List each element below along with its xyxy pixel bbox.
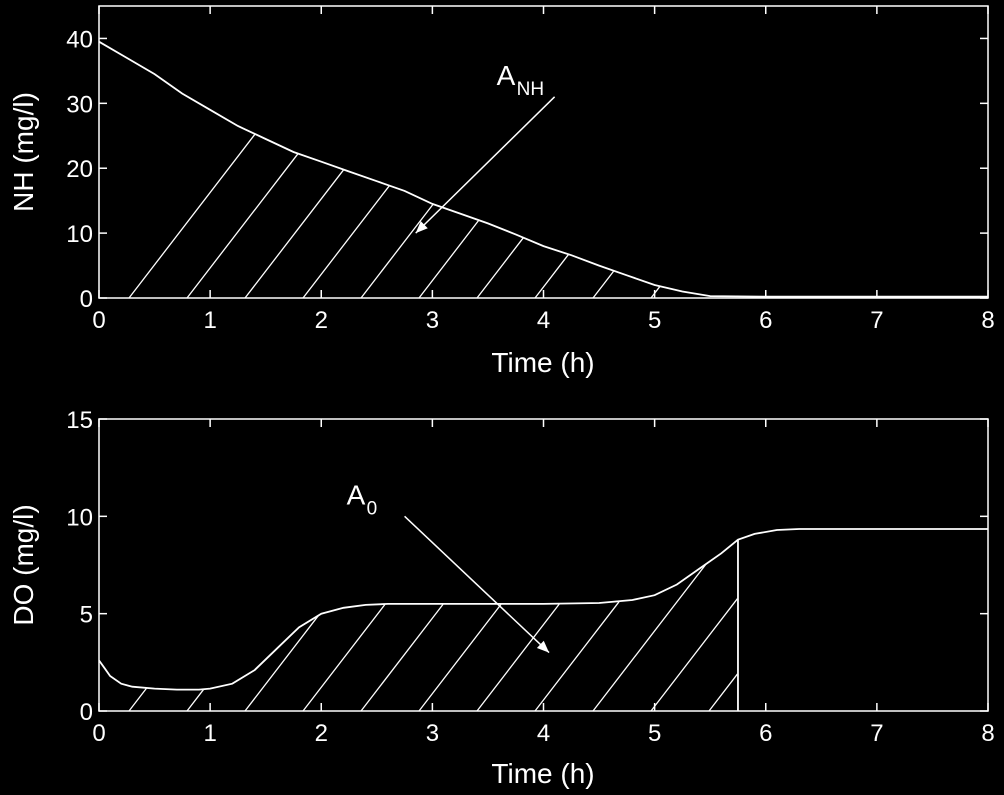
do-x-tick-label: 4 (537, 720, 550, 747)
do-y-tick-label: 0 (80, 699, 93, 726)
nh-hatch-line (534, 254, 570, 298)
do-hatch-line (128, 687, 148, 711)
do-hatch-line (592, 563, 707, 711)
nh-annotation-arrowhead (415, 221, 428, 234)
nh-annotation-arrow (415, 96, 556, 234)
nh-x-tick-label: 8 (981, 307, 994, 334)
do-annotation-label: A (347, 479, 366, 510)
do-hatch-line (418, 604, 502, 711)
do-hatch-line (360, 604, 444, 711)
do-hatch-line (708, 673, 739, 711)
nh-annotation-subscript: NH (517, 79, 544, 100)
do-hatch-line (534, 601, 620, 711)
nh-y-axis-label: NH (mg/l) (8, 92, 39, 212)
nh-hatch-line (244, 169, 345, 298)
nh-x-axis-label: Time (h) (491, 347, 594, 378)
nh-y-tick-label: 10 (66, 221, 93, 248)
do-hatch-line (650, 598, 739, 711)
nh-x-tick-label: 4 (537, 307, 550, 334)
do-hatch-line (186, 689, 205, 711)
do-x-tick-label: 2 (315, 720, 328, 747)
nh-y-tick-label: 40 (66, 26, 93, 53)
nh-x-tick-label: 1 (203, 307, 216, 334)
do-x-tick-label: 0 (92, 720, 105, 747)
nh-hatch-line (592, 270, 615, 298)
do-panel: 0 1 2 3 4 5 6 7 8 0 5 10 15 Time (h) DO (mg/l) A 0 (8, 407, 995, 789)
do-annotation-arrowhead (536, 640, 550, 653)
nh-x-tick-label: 2 (315, 307, 328, 334)
do-annotation-subscript: 0 (367, 498, 378, 519)
do-x-tick-label: 5 (648, 720, 661, 747)
nh-hatch-line (128, 133, 256, 298)
nh-x-tick-label: 6 (759, 307, 772, 334)
do-x-tick-label: 7 (870, 720, 883, 747)
do-hatch-line (476, 603, 561, 711)
do-y-tick-label: 5 (80, 602, 93, 629)
do-x-tick-label: 1 (203, 720, 216, 747)
do-hatch-line (302, 604, 386, 711)
do-x-tick-label: 6 (759, 720, 772, 747)
nh-y-tick-label: 20 (66, 156, 93, 183)
nh-x-tick-label: 7 (870, 307, 883, 334)
nh-hatch-line (186, 153, 299, 298)
nh-annotation-label: A (497, 60, 516, 91)
nh-hatch-line (302, 185, 390, 298)
nh-y-tick-label: 30 (66, 91, 93, 118)
do-x-tick-label: 8 (981, 720, 994, 747)
nh-y-tick-label: 0 (80, 286, 93, 313)
nh-x-tick-label: 5 (648, 307, 661, 334)
do-x-axis-label: Time (h) (491, 758, 594, 789)
nh-hatch-line (418, 220, 480, 298)
nh-series-line (98, 40, 988, 298)
do-y-tick-label: 15 (66, 407, 93, 434)
nh-hatch-line (476, 237, 524, 298)
nh-hatch-line (360, 204, 434, 298)
do-hatch-line (244, 615, 320, 711)
nh-x-tick-label: 0 (92, 307, 105, 334)
do-x-tick-label: 3 (426, 720, 439, 747)
nh-hatch-line (650, 285, 661, 298)
do-y-tick-label: 10 (66, 504, 93, 531)
do-series-line (98, 528, 988, 691)
do-annotation-arrow (404, 515, 550, 654)
nh-x-tick-label: 3 (426, 307, 439, 334)
do-y-axis-label: DO (mg/l) (8, 504, 39, 625)
